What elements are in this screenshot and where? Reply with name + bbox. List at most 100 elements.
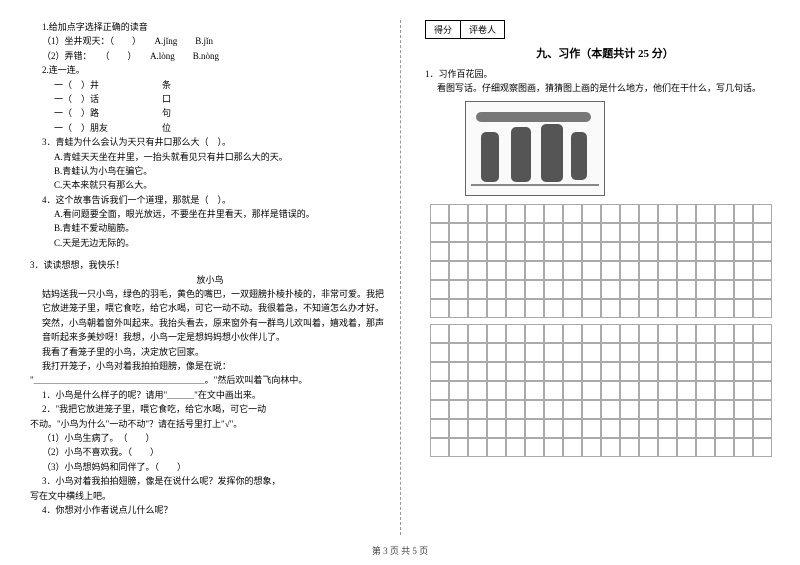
grid-cell <box>487 419 506 438</box>
q4-optA: A.看问题要全面，眼光放远，不要坐在井里看天，那样是错误的。 <box>30 207 390 221</box>
grid-cell <box>430 381 449 400</box>
grid-cell <box>620 362 639 381</box>
grid-cell <box>734 299 753 318</box>
grid-cell <box>487 362 506 381</box>
grid-cell <box>677 242 696 261</box>
grid-cell <box>449 400 468 419</box>
right-column: 得分 评卷人 九、习作（本题共计 25 分） 1．习作百花园。 看图写话。仔细观… <box>400 0 800 565</box>
grid-cell <box>449 261 468 280</box>
grid-cell <box>563 362 582 381</box>
grid-cell <box>753 223 772 242</box>
grid-cell <box>620 438 639 457</box>
q1-title: 1.给加点字选择正确的读音 <box>30 20 390 34</box>
grid-cell <box>563 343 582 362</box>
sq1: 1．小鸟是什么样子的呢？请用"＿＿＿"在文中画出来。 <box>30 388 390 402</box>
grid-cell <box>449 362 468 381</box>
grid-cell <box>544 438 563 457</box>
grid-cell <box>620 204 639 223</box>
grid-cell <box>449 343 468 362</box>
grid-cell <box>658 204 677 223</box>
grid-cell <box>487 299 506 318</box>
grid-cell <box>734 223 753 242</box>
grid-cell <box>544 299 563 318</box>
grid-cell <box>715 438 734 457</box>
grid-cell <box>753 362 772 381</box>
grid-cell <box>639 242 658 261</box>
grid-cell <box>449 324 468 343</box>
grid-cell <box>620 280 639 299</box>
grid-cell <box>658 381 677 400</box>
grid-cell <box>430 438 449 457</box>
grid-cell <box>715 204 734 223</box>
grid-cell <box>582 261 601 280</box>
grid-cell <box>487 242 506 261</box>
grid-cell <box>449 299 468 318</box>
sq2b: 不动。"小鸟为什么"一动不动"？请在括号里打上"√"。 <box>30 417 390 431</box>
grid-cell <box>639 343 658 362</box>
grid-cell <box>544 242 563 261</box>
grid-cell <box>734 362 753 381</box>
grid-cell <box>430 280 449 299</box>
grid-cell <box>601 261 620 280</box>
grid-cell <box>715 362 734 381</box>
grid-cell <box>525 438 544 457</box>
q4-title: 4．这个故事告诉我们一个道理，那就是（ ）。 <box>30 193 390 207</box>
grid-cell <box>468 343 487 362</box>
grid-cell <box>696 381 715 400</box>
grid-cell <box>582 223 601 242</box>
grid-cell <box>601 299 620 318</box>
grid-cell <box>658 261 677 280</box>
grid-cell <box>620 419 639 438</box>
q3-optC: C.天本来就只有那么大。 <box>30 178 390 192</box>
grid-cell <box>734 204 753 223</box>
grid-cell <box>696 343 715 362</box>
grid-cell <box>753 261 772 280</box>
q1-opt1: （1）坐井观天：（ ） A.jǐng B.jǐn <box>30 34 390 48</box>
grid-cell <box>639 280 658 299</box>
grid-cell <box>563 324 582 343</box>
grid-cell <box>544 280 563 299</box>
grid-cell <box>506 400 525 419</box>
q2-line4: 一（ ）朋友 位 <box>30 121 390 135</box>
grid-cell <box>544 223 563 242</box>
grid-cell <box>715 324 734 343</box>
grid-cell <box>639 419 658 438</box>
grid-cell <box>734 381 753 400</box>
grid-cell <box>468 242 487 261</box>
grid-cell <box>658 223 677 242</box>
grid-cell <box>696 242 715 261</box>
para1: 姑妈送我一只小鸟，绿色的羽毛，黄色的嘴巴，一双翅膀扑棱扑棱的，非常可爱。我把它放… <box>30 287 390 316</box>
grid-cell <box>506 242 525 261</box>
grid-cell <box>715 381 734 400</box>
grid-cell <box>582 280 601 299</box>
grid-cell <box>449 204 468 223</box>
grid-cell <box>525 261 544 280</box>
grid-cell <box>715 299 734 318</box>
grid-cell <box>601 242 620 261</box>
grid-cell <box>677 324 696 343</box>
grid-cell <box>734 343 753 362</box>
grid-cell <box>753 204 772 223</box>
grid-cell <box>487 204 506 223</box>
grid-cell <box>468 299 487 318</box>
grid-cell <box>734 242 753 261</box>
grid-cell <box>430 362 449 381</box>
grid-cell <box>639 438 658 457</box>
grid-cell <box>525 204 544 223</box>
grid-cell <box>487 381 506 400</box>
grid-cell <box>696 438 715 457</box>
grid-block-2 <box>430 324 785 457</box>
grid-cell <box>525 419 544 438</box>
grid-cell <box>601 400 620 419</box>
grid-cell <box>563 381 582 400</box>
grid-cell <box>430 400 449 419</box>
grid-cell <box>734 438 753 457</box>
grid-cell <box>563 438 582 457</box>
grid-cell <box>468 280 487 299</box>
grid-cell <box>677 223 696 242</box>
grid-cell <box>696 400 715 419</box>
grid-cell <box>468 324 487 343</box>
grid-cell <box>563 299 582 318</box>
grid-cell <box>582 242 601 261</box>
grid-cell <box>620 299 639 318</box>
